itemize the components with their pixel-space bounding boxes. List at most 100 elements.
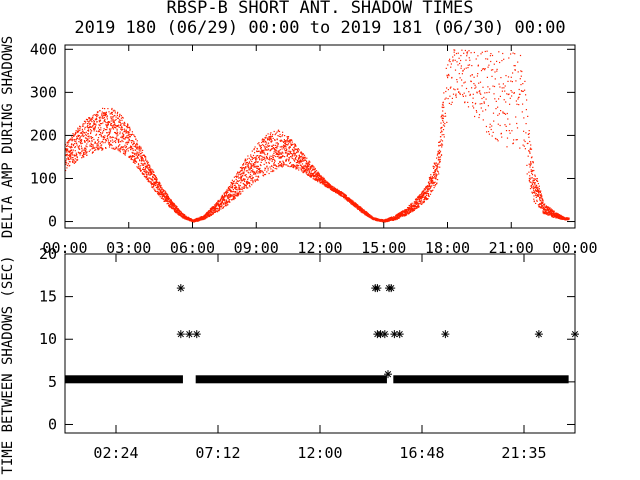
data-point: [411, 205, 413, 207]
data-point: [440, 128, 442, 130]
data-point: [259, 145, 261, 148]
data-point: [493, 120, 495, 122]
data-point: [534, 191, 536, 193]
data-point: [293, 158, 295, 160]
data-point: [65, 161, 67, 163]
data-point: [307, 171, 309, 173]
data-point: [85, 147, 87, 150]
data-point: [421, 201, 423, 203]
data-point: [91, 148, 93, 150]
data-point: [207, 214, 209, 217]
data-point: [242, 190, 244, 192]
data-point: [531, 191, 533, 193]
data-point: [450, 66, 452, 68]
data-point: [248, 162, 250, 164]
data-point: [91, 130, 93, 132]
data-point: [261, 139, 263, 141]
data-point: [417, 205, 419, 208]
data-point: [249, 176, 251, 178]
data-point: [311, 175, 313, 177]
data-point: [416, 198, 419, 201]
data-point: [129, 135, 131, 137]
data-point: [265, 144, 267, 146]
data-point: [300, 161, 302, 163]
data-point: [275, 149, 277, 152]
data-point: [261, 151, 263, 153]
data-point: [167, 198, 169, 201]
data-point: [307, 169, 309, 171]
data-point: [110, 112, 112, 114]
data-point: [75, 130, 77, 132]
data-point: [528, 133, 530, 135]
data-point: [119, 124, 121, 126]
data-point: [488, 91, 490, 93]
data-point: [528, 130, 530, 132]
data-point: [222, 207, 224, 209]
data-point: [274, 167, 276, 170]
data-point: [421, 192, 423, 194]
data-point: [348, 197, 350, 200]
data-point: [411, 204, 413, 206]
data-point: [269, 166, 271, 168]
data-point: [158, 185, 160, 187]
data-point: [101, 144, 103, 146]
data-point: [504, 85, 506, 87]
data-point: [536, 200, 538, 202]
data-point: [530, 162, 532, 164]
data-point: [431, 175, 433, 178]
data-point: [152, 169, 154, 171]
data-point: [156, 180, 158, 182]
data-point: [252, 169, 254, 171]
data-point: [162, 190, 164, 192]
data-point: [500, 77, 502, 79]
data-point: [107, 122, 109, 124]
data-point: [448, 102, 450, 104]
data-point: [115, 148, 117, 150]
data-point: [297, 150, 299, 153]
data-point: [433, 184, 435, 186]
data-point: [92, 115, 94, 117]
data-point: [133, 159, 135, 161]
data-point: [279, 152, 281, 154]
data-point: [533, 179, 535, 182]
data-point: [81, 149, 83, 151]
data-point: [505, 125, 507, 127]
data-point: [446, 121, 448, 123]
data-point: [110, 123, 112, 125]
data-point: [454, 49, 456, 51]
data-point: [101, 132, 103, 134]
data-point: [267, 137, 269, 139]
data-point: [366, 215, 369, 217]
data-point: [243, 169, 245, 171]
data-point: [536, 190, 538, 192]
data-point: [431, 180, 433, 182]
data-point: [154, 181, 156, 183]
data-point: [501, 60, 503, 62]
data-point: [119, 148, 121, 150]
data-point: [423, 194, 425, 196]
data-point: [121, 139, 123, 141]
data-point: [437, 163, 439, 165]
data-point: [454, 69, 457, 71]
data-point: [131, 142, 133, 144]
data-point: [277, 163, 280, 165]
data-point: [156, 188, 158, 190]
data-point: [305, 171, 307, 173]
data-point: [354, 205, 356, 207]
data-point: [285, 140, 287, 142]
data-point: [221, 194, 223, 196]
data-point: [310, 175, 312, 178]
data-point: [526, 164, 528, 166]
data-point: [142, 173, 144, 175]
data-point: [264, 157, 266, 159]
data-point: [275, 155, 277, 158]
data-point: [294, 155, 296, 157]
data-point: [217, 199, 219, 202]
data-point: [110, 118, 113, 120]
data-point: [125, 145, 128, 147]
data-point: [538, 204, 540, 206]
data-point: [410, 205, 412, 207]
data-point: [81, 142, 83, 144]
data-point: [74, 146, 77, 148]
data-point: [246, 161, 248, 164]
